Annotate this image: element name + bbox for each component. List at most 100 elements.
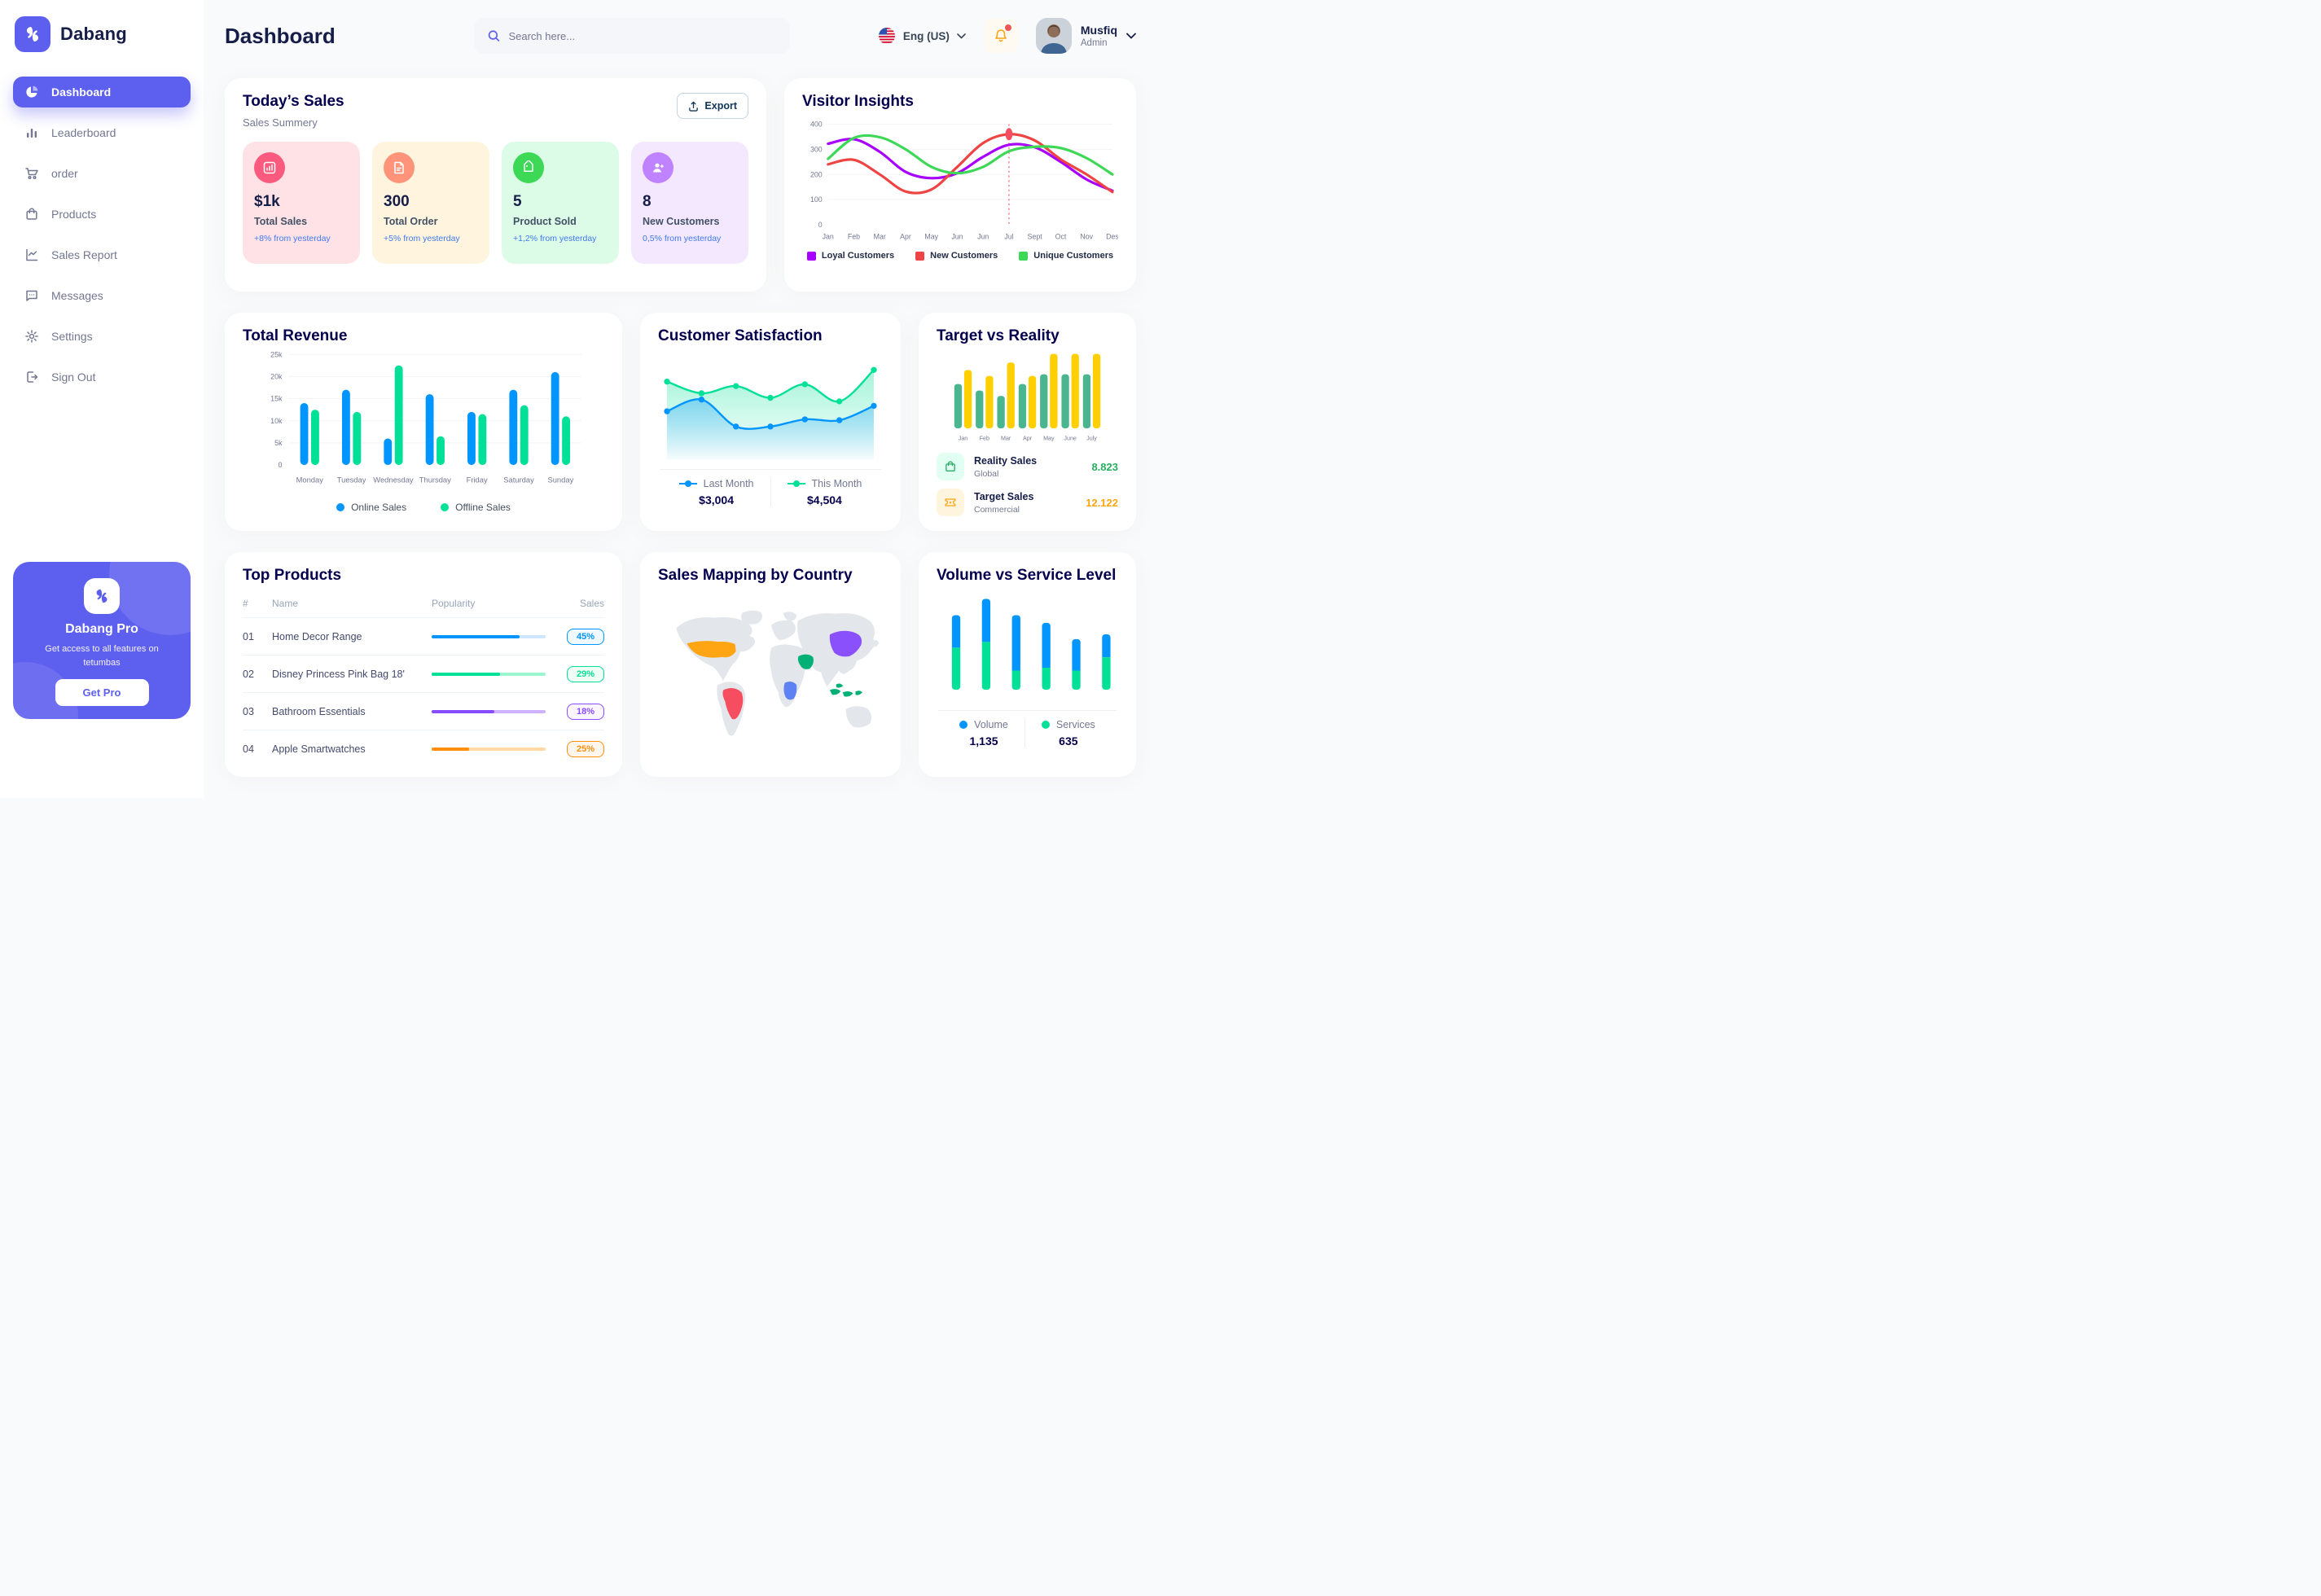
- get-pro-button[interactable]: Get Pro: [55, 679, 149, 706]
- sidebar-item-order[interactable]: order: [13, 158, 191, 189]
- svg-text:Tuesday: Tuesday: [337, 476, 366, 484]
- sidebar: Dabang Dashboard Leaderboard order Produ…: [0, 0, 204, 798]
- sidebar-item-label: Sales Report: [51, 248, 117, 261]
- bell-icon: [995, 29, 1007, 42]
- sales-badge: 25%: [567, 740, 604, 757]
- us-flag-icon: [878, 28, 895, 44]
- dashboard-content: Today’s Sales Sales Summery Export: [204, 72, 1160, 798]
- svg-text:0: 0: [818, 221, 823, 229]
- todays-sales-card: Today’s Sales Sales Summery Export: [225, 78, 766, 292]
- page-title: Dashboard: [225, 23, 336, 48]
- search-input[interactable]: [508, 29, 777, 42]
- legend-texts: Reality Sales Global: [974, 455, 1037, 479]
- map-country-indonesia: [829, 683, 862, 697]
- bag-icon: [26, 208, 37, 220]
- svg-text:Jun: Jun: [977, 233, 989, 241]
- stat-value: $1k: [254, 193, 280, 210]
- export-button[interactable]: Export: [677, 93, 748, 119]
- visitor-insights-title: Visitor Insights: [802, 93, 914, 110]
- sales-badge: 29%: [567, 665, 604, 682]
- legend-label: Offline Sales: [455, 502, 511, 513]
- row-number: 02: [243, 668, 254, 680]
- dabang-logo-icon: [15, 16, 50, 52]
- visitor-insights-legend: Loyal Customers New Customers Unique Cus…: [802, 251, 1118, 261]
- svg-text:15k: 15k: [270, 395, 283, 403]
- legend-value: $3,004: [699, 493, 734, 506]
- sidebar-item-sales-report[interactable]: Sales Report: [13, 239, 191, 270]
- svg-text:Mar: Mar: [874, 233, 886, 241]
- brand-name: Dabang: [60, 24, 127, 44]
- sidebar-item-leaderboard[interactable]: Leaderboard: [13, 117, 191, 148]
- map-greenland: [740, 610, 762, 625]
- line-dot-marker-icon: [678, 480, 697, 487]
- gear-icon: [25, 330, 38, 343]
- svg-text:5k: 5k: [274, 439, 283, 447]
- reality-sales-row: Reality Sales Global 8.823: [937, 453, 1118, 480]
- map-country-saudi-arabia: [797, 654, 814, 669]
- svg-text:Saturday: Saturday: [503, 476, 534, 484]
- visitor-insights-chart: 0 100 200 300 400 Jan Feb Mar Apr May Jun Jun Jul Sep…: [810, 121, 1118, 241]
- line-chart-icon: [26, 248, 38, 261]
- svg-text:Apr: Apr: [1023, 435, 1033, 441]
- header-right: Eng (US) Musfiq Admin: [878, 18, 1136, 54]
- column-header: Sales: [579, 598, 604, 609]
- cart-icon: [25, 168, 38, 180]
- svg-text:200: 200: [810, 170, 823, 178]
- map-country-brazil: [722, 687, 744, 720]
- order-file-icon: [384, 152, 415, 183]
- legend-value: 8.823: [1091, 460, 1118, 473]
- popularity-bar: [432, 672, 546, 676]
- legend-swatch: [336, 503, 345, 511]
- table-row: 02 Disney Princess Pink Bag 18' 29%: [243, 656, 604, 693]
- legend-label: This Month: [811, 478, 862, 489]
- volume-service-title: Volume vs Service Level: [937, 567, 1117, 584]
- tag-icon: [513, 152, 544, 183]
- svg-text:Nov: Nov: [1080, 233, 1093, 241]
- legend-label: Last Month: [703, 478, 754, 489]
- product-name: Apple Smartwatches: [272, 743, 366, 755]
- pro-description: Get access to all features on tetumbas: [45, 644, 159, 668]
- legend-label: Target Sales: [974, 490, 1034, 502]
- sidebar-item-label: Settings: [51, 330, 93, 343]
- new-customers-card: 8 New Customers 0,5% from yesterday: [631, 142, 748, 264]
- customer-satisfaction-title: Customer Satisfaction: [658, 327, 823, 344]
- product-name: Bathroom Essentials: [272, 705, 366, 717]
- bag-icon: [937, 453, 964, 480]
- notifications-button[interactable]: [983, 19, 1018, 53]
- map-country-usa: [687, 641, 736, 658]
- customer-satisfaction-legend: Last Month $3,004 This Month $4,504: [658, 478, 883, 506]
- row-1: Today’s Sales Sales Summery Export: [225, 78, 1136, 292]
- total-revenue-legend: Online Sales Offline Sales: [243, 502, 604, 513]
- svg-text:Jun: Jun: [951, 233, 963, 241]
- sales-mapping-title: Sales Mapping by Country: [658, 567, 853, 584]
- svg-text:Friday: Friday: [467, 476, 488, 484]
- table-row: 04 Apple Smartwatches 25%: [243, 730, 604, 767]
- todays-sales-heading: Today’s Sales Sales Summery: [243, 93, 344, 129]
- sidebar-item-sign-out[interactable]: Sign Out: [13, 362, 191, 392]
- user-menu[interactable]: Musfiq Admin: [1035, 18, 1136, 54]
- sidebar-item-products[interactable]: Products: [13, 199, 191, 230]
- stat-label: Total Sales: [254, 216, 308, 227]
- legend-value: $4,504: [807, 493, 842, 506]
- user-role: Admin: [1080, 38, 1108, 48]
- volume-service-chart: [951, 598, 1111, 691]
- message-icon: [26, 290, 37, 301]
- legend-item: Loyal Customers: [806, 251, 894, 261]
- target-vs-reality-card: Target vs Reality Jan Feb Mar Apr May June Jul…: [919, 313, 1136, 531]
- map-australia: [845, 706, 872, 728]
- sidebar-item-messages[interactable]: Messages: [13, 280, 191, 311]
- legend-value: 635: [1059, 734, 1078, 748]
- sidebar-item-settings[interactable]: Settings: [13, 321, 191, 352]
- svg-text:Feb: Feb: [980, 435, 989, 441]
- language-selector[interactable]: Eng (US): [878, 27, 966, 45]
- legend-label: Unique Customers: [1033, 251, 1114, 261]
- export-label: Export: [704, 100, 737, 112]
- stat-value: 8: [643, 193, 652, 210]
- legend-swatch: [441, 503, 450, 511]
- table-row: 03 Bathroom Essentials 18%: [243, 693, 604, 730]
- svg-text:Jan: Jan: [823, 233, 834, 241]
- legend-label: Services: [1055, 719, 1095, 730]
- top-products-title: Top Products: [243, 567, 342, 584]
- sidebar-item-dashboard[interactable]: Dashboard: [13, 77, 191, 107]
- legend-swatch: [1041, 721, 1050, 729]
